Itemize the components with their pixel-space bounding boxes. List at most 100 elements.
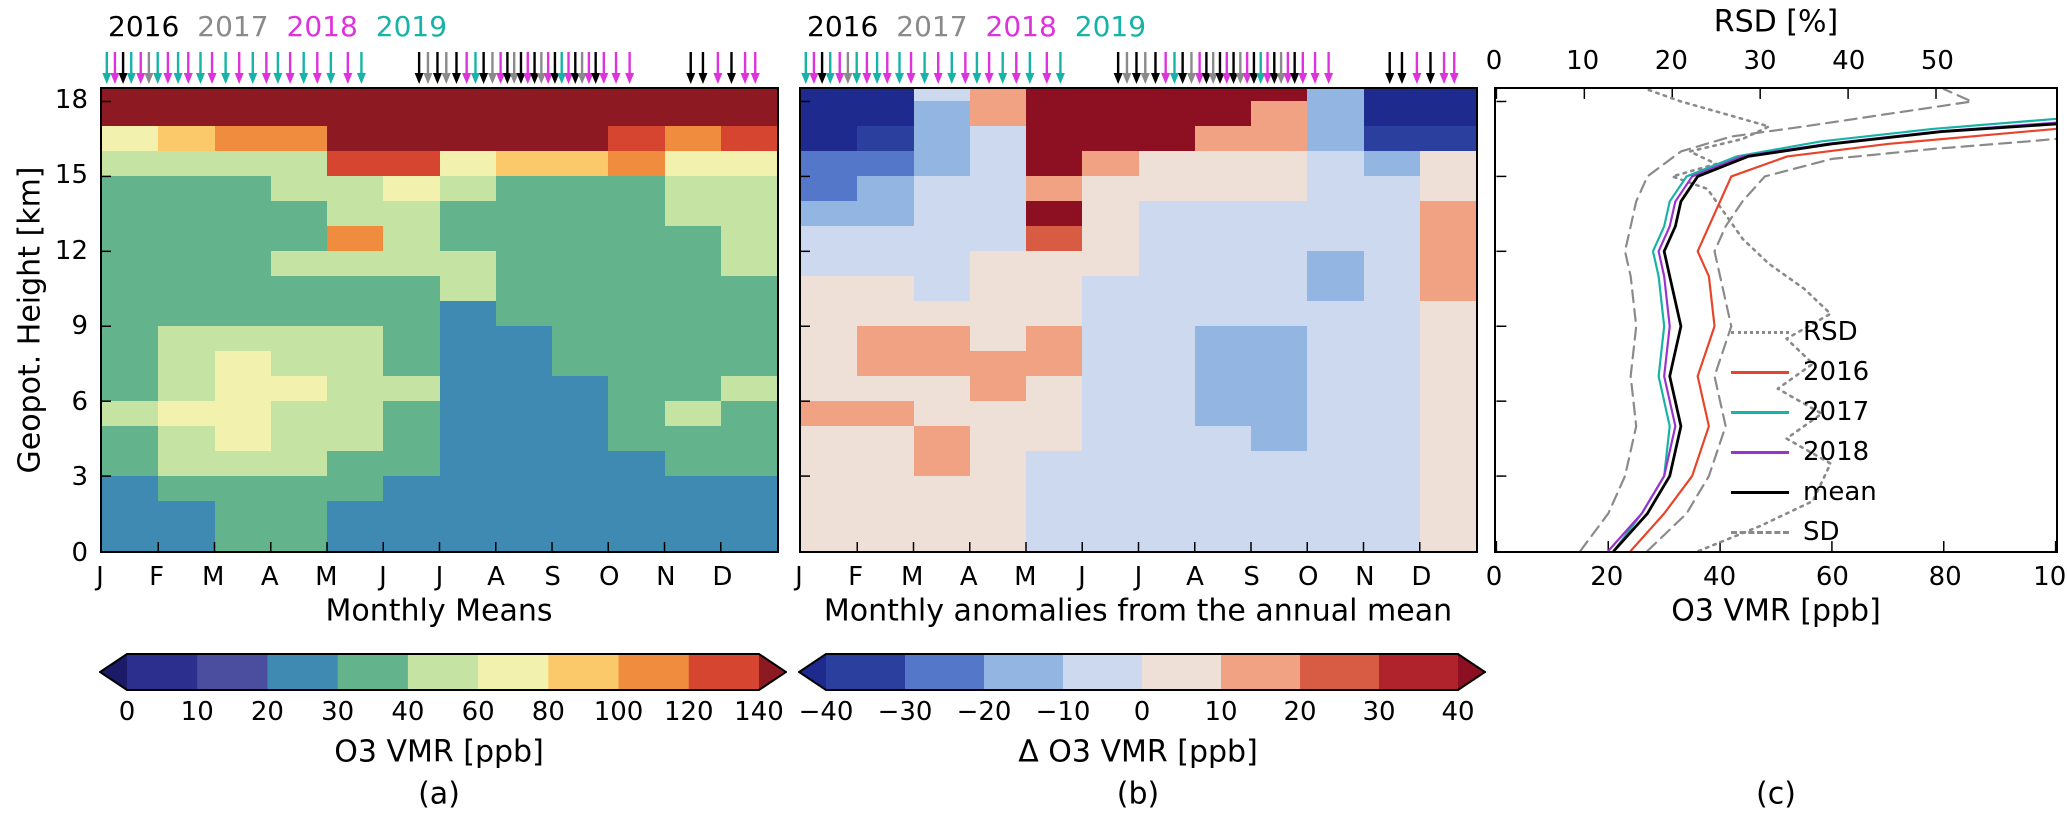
heatmap-cell [1251, 401, 1308, 427]
heatmap-cell [720, 426, 777, 452]
heatmap-cell [664, 301, 722, 327]
heatmap-cell [1251, 426, 1308, 452]
heatmap-cell [552, 501, 609, 527]
heatmap-cell [1194, 351, 1252, 377]
heatmap-cell [1307, 401, 1365, 427]
heatmap-cell [1307, 376, 1365, 402]
heatmap-cell [1307, 101, 1365, 128]
heatmap-cell [664, 276, 722, 302]
heatmap-cell [158, 301, 216, 327]
heatmap-cell [857, 476, 915, 502]
heatmap-cell [1363, 176, 1421, 203]
heatmap-cell [1251, 151, 1308, 178]
heatmap-cell [1194, 226, 1252, 253]
heatmap-cell [270, 201, 328, 228]
heatmap-cell [1363, 101, 1421, 128]
heatmap-cell [102, 101, 159, 128]
heatmap-cell [720, 176, 777, 203]
heatmap-cell [801, 426, 858, 452]
heatmap-cell [969, 126, 1027, 153]
heatmap-cell [1026, 226, 1083, 253]
heatmap-cell [1082, 151, 1140, 178]
heatmap-cell [1251, 301, 1308, 327]
heatmap-cell [327, 126, 384, 153]
heatmap-cell [327, 176, 384, 203]
year-label-2016: 2016 [807, 10, 879, 43]
heatmap-cell [158, 451, 216, 477]
heatmap-cell [1082, 326, 1140, 352]
heatmap-cell [913, 401, 971, 427]
heatmap-cell [969, 151, 1027, 178]
heatmap-cell [1419, 501, 1476, 527]
heatmap-cell [801, 401, 858, 427]
heatmap-cell [495, 501, 553, 527]
heatmap-cell [1082, 426, 1140, 452]
series-2016 [1629, 127, 2056, 551]
heatmap-cell [720, 326, 777, 352]
heatmap-cell [439, 151, 497, 178]
heatmap-cell [857, 201, 915, 228]
heatmap-cell [1082, 226, 1140, 253]
series-SD-upper [1646, 137, 2056, 551]
heatmap-cell [608, 276, 666, 302]
y-tick-label: 9 [71, 311, 88, 342]
heatmap-cell [270, 251, 328, 277]
heatmap-cell [270, 326, 328, 352]
rsd-tick-label: 10 [1566, 46, 1600, 76]
heatmap-cell [913, 451, 971, 477]
heatmap-cell [720, 376, 777, 402]
heatmap-cell [969, 276, 1027, 302]
heatmap-cell [1138, 251, 1196, 277]
series-RSD [1644, 89, 1832, 551]
heatmap-cell [1307, 276, 1365, 302]
profile-x-tick-label: 80 [1928, 562, 1962, 592]
month-tick-label: M [900, 562, 924, 592]
heatmap-cell [1026, 351, 1083, 377]
heatmap-cell [664, 526, 722, 551]
heatmap-cell [1419, 176, 1476, 203]
heatmap-cell [214, 201, 272, 228]
heatmap-cell [270, 476, 328, 502]
heatmap-cell [383, 301, 441, 327]
heatmap-cell [1419, 201, 1476, 228]
panel-letter-c: (c) [1756, 776, 1796, 812]
colorbar-delta-o3 [798, 653, 1486, 691]
colorbar-label-delta-o3: Δ O3 VMR [ppb] [1018, 734, 1258, 770]
heatmap-cell [1307, 151, 1365, 178]
heatmap-cell [1082, 101, 1140, 128]
heatmap-cell [552, 176, 609, 203]
colorbar-tick-label: −20 [956, 697, 1012, 727]
heatmap-cell [270, 426, 328, 452]
heatmap-cell [158, 376, 216, 402]
heatmap-cell [720, 401, 777, 427]
heatmap-cell [270, 89, 328, 103]
heatmap-cell [102, 276, 159, 302]
heatmap-cell [158, 89, 216, 103]
heatmap-cell [1194, 401, 1252, 427]
year-label-2019: 2019 [375, 10, 448, 43]
heatmap-cell [495, 376, 553, 402]
heatmap-cell [1026, 101, 1083, 128]
profile-x-tick-label: 40 [1703, 562, 1737, 592]
month-tick-label: J [1078, 562, 1086, 592]
heatmap-cell [969, 351, 1027, 377]
heatmap-cell [552, 301, 609, 327]
legend-item-2018: 2018 [1731, 432, 1877, 472]
heatmap-cell [102, 126, 159, 153]
heatmap-cell [1082, 526, 1140, 551]
month-tick-label: N [656, 562, 676, 592]
colorbar-tick-label: 30 [1362, 697, 1396, 727]
heatmap-cell [1363, 451, 1421, 477]
heatmap-cell [383, 401, 441, 427]
heatmap-anomalies [799, 87, 1478, 553]
heatmap-cell [720, 201, 777, 228]
heatmap-cell [1082, 176, 1140, 203]
colorbar-tick-label: −40 [798, 697, 854, 727]
heatmap-cell [214, 376, 272, 402]
heatmap-cell [1251, 526, 1308, 551]
heatmap-cell [439, 276, 497, 302]
rsd-tick-label: 50 [1920, 46, 1954, 76]
heatmap-cell [913, 101, 971, 128]
heatmap-cell [383, 351, 441, 377]
heatmap-cell [664, 251, 722, 277]
